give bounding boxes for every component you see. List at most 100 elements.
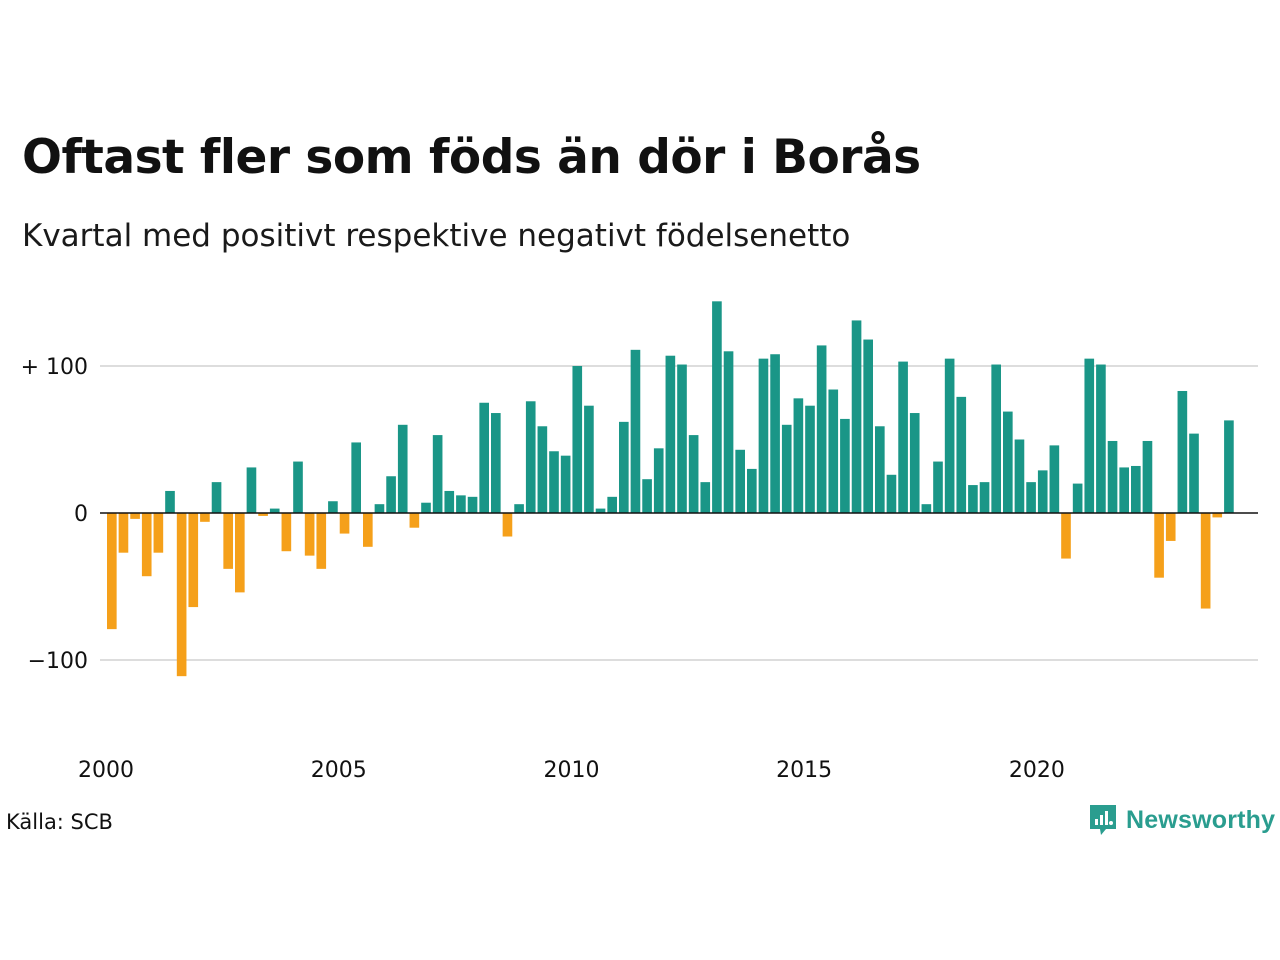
bar [1026, 482, 1036, 513]
brand-name: Newsworthy [1126, 805, 1276, 834]
bar [549, 451, 559, 513]
bar [898, 361, 908, 513]
bar [211, 482, 222, 513]
bar [979, 482, 990, 513]
bar [1154, 513, 1164, 578]
bar [328, 501, 338, 513]
bar [909, 413, 920, 513]
bar [607, 496, 617, 513]
bar [1014, 439, 1025, 513]
bar [246, 467, 257, 513]
bar [1037, 470, 1048, 513]
bars [107, 301, 1234, 677]
chart-title: Oftast fler som föds än dör i Borås [22, 130, 921, 185]
bar [1049, 445, 1060, 513]
bar [269, 508, 280, 513]
bar [944, 358, 955, 513]
bar [770, 354, 780, 513]
newsworthy-logo-icon [1090, 805, 1116, 835]
bar [304, 513, 315, 556]
bar [223, 513, 233, 569]
bar [758, 358, 769, 513]
bar [840, 418, 850, 513]
bar [363, 513, 373, 547]
bar [1200, 513, 1211, 609]
brand-logo[interactable]: Newsworthy [1088, 803, 1275, 837]
bar [165, 490, 175, 513]
bar [991, 364, 1001, 513]
bar [851, 320, 862, 513]
bar [1084, 358, 1095, 513]
bar [781, 424, 792, 513]
bar [502, 513, 513, 537]
bar [933, 461, 943, 513]
bar [1072, 483, 1083, 513]
bar [1224, 420, 1234, 513]
bar [188, 513, 199, 608]
bar [235, 513, 245, 593]
bar [735, 449, 745, 513]
bar [723, 351, 734, 513]
bar [176, 513, 187, 677]
bar [665, 355, 676, 513]
bar [875, 426, 885, 513]
bar [467, 496, 478, 513]
y-tick-label: 0 [74, 502, 88, 527]
bar [677, 364, 687, 513]
bar [397, 424, 408, 513]
bar [1212, 513, 1223, 518]
bar [479, 402, 489, 513]
x-tick-label: 2015 [776, 758, 832, 783]
bar [968, 485, 978, 513]
chart-subtitle: Kvartal med positivt respektive negativt… [22, 218, 851, 254]
bar [1119, 467, 1129, 513]
bar [281, 513, 292, 552]
bar [130, 513, 140, 519]
bar [1177, 390, 1188, 513]
bar [816, 345, 827, 513]
bar [886, 474, 897, 513]
bar [316, 513, 327, 569]
bar [828, 389, 839, 513]
bar [1142, 440, 1153, 513]
bar [863, 339, 873, 513]
bar [921, 504, 932, 513]
bar [1096, 364, 1106, 513]
bar [258, 513, 268, 516]
bar [595, 508, 606, 513]
bar [293, 461, 303, 513]
bar [141, 513, 152, 577]
bar [537, 426, 548, 513]
bar [432, 435, 443, 513]
y-tick-label: −100 [28, 649, 88, 674]
bar [409, 513, 420, 528]
bar [118, 513, 129, 553]
bar [747, 468, 757, 513]
x-tick-label: 2010 [543, 758, 599, 783]
bar [107, 513, 117, 630]
bar [514, 504, 524, 513]
bar [374, 504, 385, 513]
bar [1003, 411, 1013, 513]
bar [1061, 513, 1071, 559]
axes: + 100 0 −100 2000 2005 2010 2015 2020 [21, 355, 1258, 783]
bar [1165, 513, 1176, 541]
bar [560, 455, 571, 513]
bar [351, 442, 361, 513]
bar [805, 405, 815, 513]
y-tick-label: + 100 [21, 355, 88, 380]
bar [153, 513, 164, 553]
bar [793, 398, 804, 513]
bar [200, 513, 210, 522]
bar [712, 301, 722, 513]
bar [653, 448, 664, 513]
bar [339, 513, 350, 534]
bar [491, 413, 501, 513]
bar [386, 476, 396, 513]
bar [1189, 433, 1199, 513]
x-tick-label: 2005 [311, 758, 367, 783]
bar [456, 495, 466, 513]
bar [700, 482, 711, 513]
source-note: Källa: SCB [6, 810, 113, 834]
bar [1107, 440, 1118, 513]
